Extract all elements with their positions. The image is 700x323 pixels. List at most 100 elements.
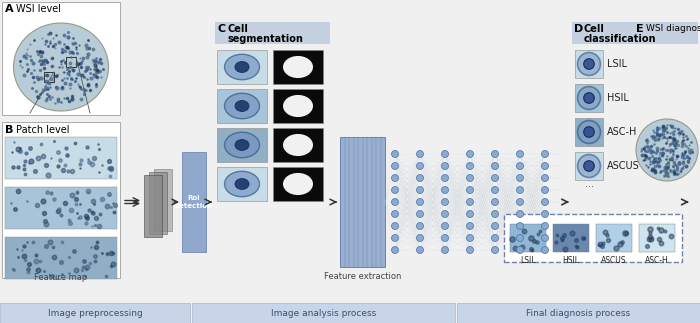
Bar <box>504 214 682 262</box>
Circle shape <box>442 199 449 205</box>
Circle shape <box>466 151 473 158</box>
Bar <box>5 237 117 279</box>
Ellipse shape <box>235 62 249 72</box>
Ellipse shape <box>584 127 594 137</box>
Ellipse shape <box>235 179 249 190</box>
Circle shape <box>517 246 524 254</box>
Circle shape <box>416 151 424 158</box>
Text: C: C <box>217 24 225 34</box>
Circle shape <box>416 162 424 170</box>
Circle shape <box>466 246 473 254</box>
Text: Cell: Cell <box>228 24 249 34</box>
Circle shape <box>466 199 473 205</box>
Circle shape <box>491 246 498 254</box>
Circle shape <box>391 223 398 230</box>
Ellipse shape <box>636 119 698 181</box>
Bar <box>639 224 675 252</box>
Text: ASCUS: ASCUS <box>601 256 626 265</box>
Bar <box>572 22 684 44</box>
Text: WSI diagnosis: WSI diagnosis <box>646 24 700 33</box>
Text: ASCUS: ASCUS <box>607 161 640 171</box>
Bar <box>457 303 700 323</box>
Text: ASC-H: ASC-H <box>607 127 638 137</box>
Ellipse shape <box>578 154 601 177</box>
Bar <box>575 50 603 78</box>
Circle shape <box>442 174 449 182</box>
Ellipse shape <box>578 87 601 109</box>
Ellipse shape <box>578 53 601 76</box>
Circle shape <box>391 186 398 193</box>
Circle shape <box>517 211 524 217</box>
Circle shape <box>416 186 424 193</box>
Bar <box>273 50 323 84</box>
Bar <box>66 57 76 67</box>
Text: D: D <box>574 24 583 34</box>
Circle shape <box>542 174 549 182</box>
Circle shape <box>442 162 449 170</box>
Bar <box>182 152 206 252</box>
Bar <box>0 303 190 323</box>
Circle shape <box>491 151 498 158</box>
Text: B: B <box>5 125 13 135</box>
Bar <box>596 224 632 252</box>
Circle shape <box>542 151 549 158</box>
Bar <box>217 89 267 123</box>
Ellipse shape <box>584 93 594 103</box>
Circle shape <box>442 151 449 158</box>
Bar <box>553 224 589 252</box>
Circle shape <box>466 174 473 182</box>
Bar <box>217 167 267 201</box>
Circle shape <box>491 186 498 193</box>
Circle shape <box>442 246 449 254</box>
Ellipse shape <box>225 132 260 158</box>
Circle shape <box>442 234 449 242</box>
Circle shape <box>491 174 498 182</box>
Bar <box>5 137 117 179</box>
Circle shape <box>391 162 398 170</box>
Circle shape <box>416 174 424 182</box>
Circle shape <box>517 151 524 158</box>
Bar <box>273 128 323 162</box>
Circle shape <box>542 246 549 254</box>
Circle shape <box>517 223 524 230</box>
Circle shape <box>442 223 449 230</box>
Bar <box>192 303 455 323</box>
Bar <box>340 137 385 267</box>
Bar <box>5 187 117 229</box>
Circle shape <box>517 174 524 182</box>
Ellipse shape <box>283 134 313 156</box>
Circle shape <box>416 246 424 254</box>
Circle shape <box>466 162 473 170</box>
Text: Image analysis process: Image analysis process <box>271 308 376 318</box>
Circle shape <box>391 246 398 254</box>
Ellipse shape <box>584 161 594 171</box>
Circle shape <box>391 234 398 242</box>
Ellipse shape <box>225 171 260 197</box>
Text: HSIL: HSIL <box>563 256 580 265</box>
Circle shape <box>542 211 549 217</box>
Circle shape <box>466 223 473 230</box>
Circle shape <box>416 223 424 230</box>
Circle shape <box>491 211 498 217</box>
Ellipse shape <box>283 173 313 195</box>
Bar <box>2 122 120 278</box>
Text: HSIL: HSIL <box>607 93 629 103</box>
Ellipse shape <box>225 93 260 119</box>
Circle shape <box>442 186 449 193</box>
Text: Image preprocessing: Image preprocessing <box>48 308 142 318</box>
Circle shape <box>416 211 424 217</box>
Circle shape <box>542 186 549 193</box>
Text: classification: classification <box>584 34 657 44</box>
Bar <box>144 175 162 237</box>
Circle shape <box>542 234 549 242</box>
Ellipse shape <box>235 100 249 111</box>
Circle shape <box>517 186 524 193</box>
Bar <box>575 118 603 146</box>
Text: segmentation: segmentation <box>228 34 304 44</box>
Bar <box>273 167 323 201</box>
Bar <box>2 2 120 115</box>
Circle shape <box>517 234 524 242</box>
Text: A: A <box>5 4 13 14</box>
Circle shape <box>391 151 398 158</box>
Circle shape <box>466 211 473 217</box>
